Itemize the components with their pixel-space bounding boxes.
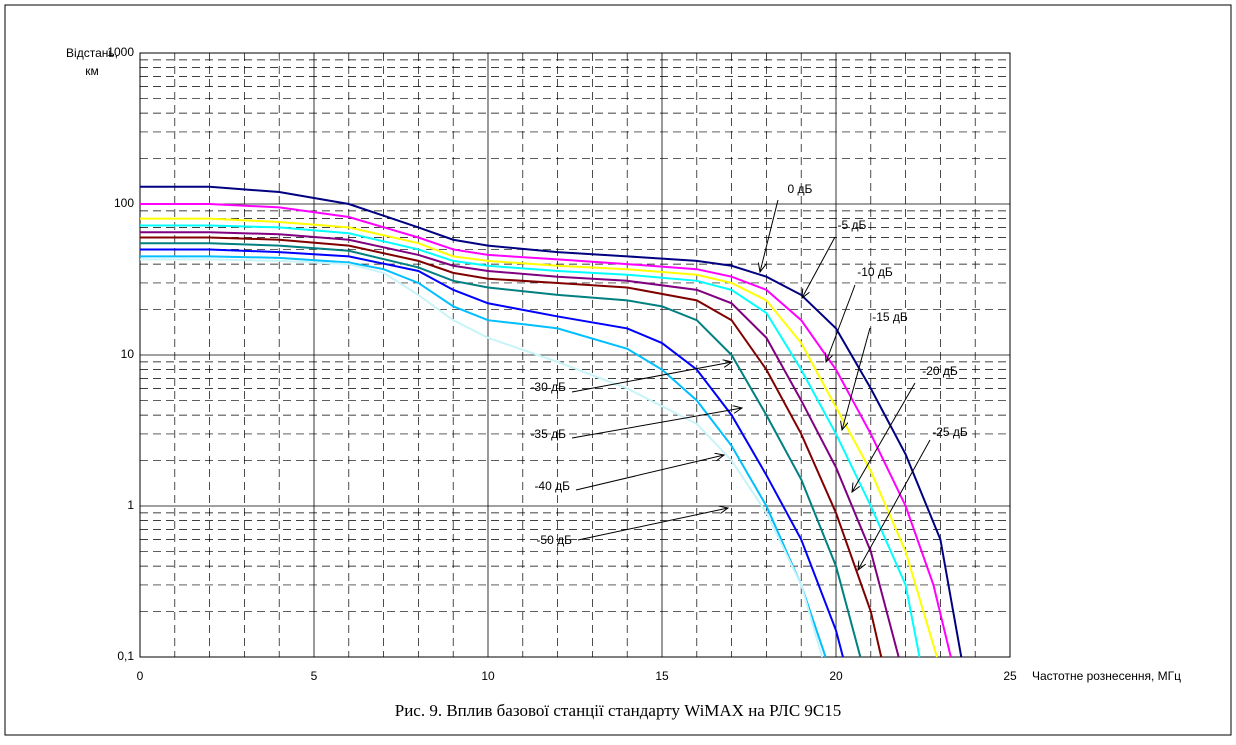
x-tick-label: 15 xyxy=(655,669,669,683)
series-line xyxy=(140,236,883,658)
y-label: км xyxy=(85,64,99,78)
series-line xyxy=(140,185,963,658)
annotation-arrow xyxy=(575,455,724,491)
plot-border xyxy=(139,52,1011,658)
series-line xyxy=(140,231,900,658)
y-tick-label: 1 xyxy=(127,498,134,512)
curve-label: -15 дБ xyxy=(872,310,908,324)
x-tick-label: 20 xyxy=(829,669,843,683)
annotation-arrow xyxy=(571,362,732,393)
annotation-arrow xyxy=(577,508,728,541)
series-line xyxy=(140,242,862,658)
x-tick-label: 0 xyxy=(137,669,144,683)
curve-label: -50 дБ xyxy=(536,533,572,547)
annotation-arrow xyxy=(842,327,871,430)
x-tick-label: 25 xyxy=(1003,669,1017,683)
series-line xyxy=(140,255,827,658)
curve-label: -35 дБ xyxy=(530,427,566,441)
series-line xyxy=(140,224,921,658)
x-tick-label: 5 xyxy=(311,669,318,683)
curve-label: -25 дБ xyxy=(932,425,968,439)
annotation-arrow xyxy=(571,408,742,439)
annotation-arrow xyxy=(802,236,836,298)
curve-label: -5 дБ xyxy=(838,218,867,232)
curve-label: -40 дБ xyxy=(534,479,570,493)
series-line xyxy=(140,258,824,658)
x-label: Частотне рознесення, МГц xyxy=(1032,669,1181,683)
y-tick-label: 1000 xyxy=(107,45,134,59)
annotation-arrow xyxy=(852,382,916,492)
curve-label: -10 дБ xyxy=(857,265,893,279)
series-line xyxy=(140,248,844,658)
y-label: Відстань, xyxy=(66,46,118,60)
annotation-arrow xyxy=(858,439,931,570)
frame xyxy=(4,4,1232,736)
curve-label: -30 дБ xyxy=(530,380,566,394)
curve-label: -20 дБ xyxy=(922,364,958,378)
series-line xyxy=(140,203,952,658)
annotation-arrow xyxy=(760,199,779,272)
y-tick-label: 10 xyxy=(121,347,135,361)
curve-label: 0 дБ xyxy=(788,182,813,196)
annotation-arrow xyxy=(826,284,856,362)
y-tick-label: 100 xyxy=(114,196,134,210)
y-tick-label: 0,1 xyxy=(117,649,134,663)
x-tick-label: 10 xyxy=(481,669,495,683)
caption: Рис. 9. Вплив базової станції стандарту … xyxy=(395,701,842,720)
